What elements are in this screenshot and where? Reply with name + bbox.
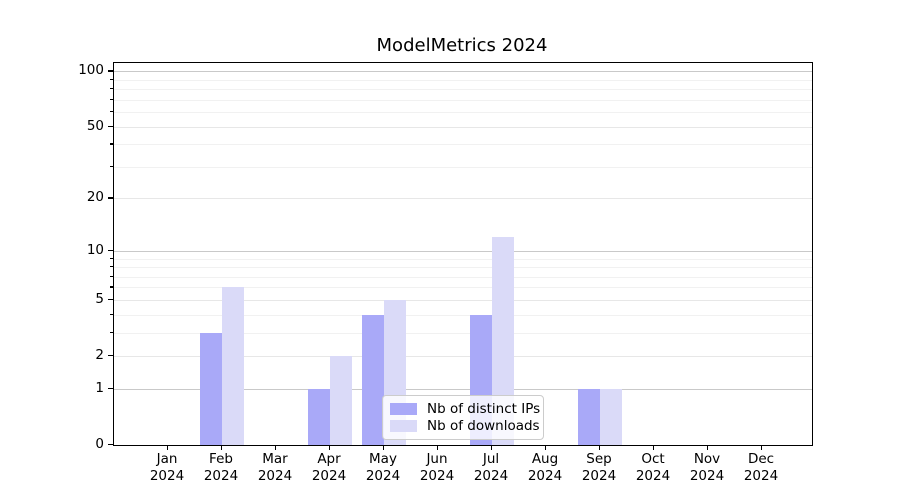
y-gridline-minor bbox=[114, 144, 812, 146]
x-tick-label: Nov 2024 bbox=[689, 451, 725, 484]
y-tick-label: 10 bbox=[86, 241, 104, 258]
y-tick-mark bbox=[108, 125, 113, 127]
y-tick-label: 2 bbox=[95, 347, 104, 364]
x-tick-label: Aug 2024 bbox=[527, 451, 563, 484]
legend-label: Nb of downloads bbox=[427, 418, 540, 434]
bar bbox=[330, 356, 352, 445]
x-tick-label: Oct 2024 bbox=[635, 451, 671, 484]
y-gridline bbox=[114, 126, 812, 128]
y-minor-tick-mark bbox=[110, 78, 113, 81]
chart-title: ModelMetrics 2024 bbox=[376, 35, 548, 56]
legend-label: Nb of distinct IPs bbox=[427, 401, 541, 417]
x-tick-label: Dec 2024 bbox=[743, 451, 779, 484]
y-gridline-minor bbox=[114, 79, 812, 81]
x-tick-mark bbox=[761, 445, 763, 450]
y-gridline-minor bbox=[114, 258, 812, 260]
y-gridline-major bbox=[114, 250, 812, 252]
y-gridline-minor bbox=[114, 314, 812, 316]
bar bbox=[600, 388, 622, 445]
x-tick-label: Jan 2024 bbox=[149, 451, 185, 484]
y-tick-mark bbox=[108, 355, 113, 357]
x-tick-mark bbox=[329, 445, 331, 450]
y-gridline-major bbox=[114, 71, 812, 73]
y-minor-tick-mark bbox=[110, 111, 113, 113]
y-tick-label: 50 bbox=[86, 117, 104, 134]
legend-item: Nb of downloads bbox=[390, 418, 540, 434]
y-tick-mark bbox=[108, 197, 113, 199]
x-tick-mark bbox=[599, 445, 601, 450]
bar bbox=[200, 332, 222, 445]
plot-area: Nb of distinct IPs Nb of downloads bbox=[113, 62, 813, 446]
y-gridline-minor bbox=[114, 112, 812, 114]
y-minor-tick-mark bbox=[110, 331, 113, 334]
y-tick-label: 20 bbox=[86, 189, 104, 206]
y-minor-tick-mark bbox=[110, 143, 113, 145]
x-tick-label: Mar 2024 bbox=[257, 451, 293, 484]
y-minor-tick-mark bbox=[110, 98, 113, 101]
x-tick-label: Sep 2024 bbox=[581, 451, 617, 484]
bar bbox=[308, 388, 330, 445]
y-minor-tick-mark bbox=[110, 266, 113, 268]
y-gridline-major bbox=[114, 388, 812, 390]
x-tick-mark bbox=[275, 445, 277, 450]
bar bbox=[578, 388, 600, 445]
y-tick-mark bbox=[108, 249, 113, 252]
y-gridline bbox=[114, 299, 812, 301]
y-minor-tick-mark bbox=[110, 313, 113, 315]
y-gridline-minor bbox=[114, 267, 812, 269]
y-minor-tick-mark bbox=[110, 286, 113, 288]
y-axis-labels: 0 1 2 5 10 20 50 100 bbox=[0, 62, 104, 451]
y-tick-mark bbox=[108, 387, 113, 390]
x-tick-mark bbox=[221, 445, 223, 450]
x-tick-mark bbox=[491, 445, 493, 450]
x-tick-label: Feb 2024 bbox=[203, 451, 239, 484]
y-tick-mark bbox=[108, 70, 113, 72]
y-gridline-minor bbox=[114, 89, 812, 91]
y-gridline bbox=[114, 198, 812, 200]
y-tick-mark bbox=[108, 298, 113, 301]
y-gridline bbox=[114, 356, 812, 358]
y-tick-mark bbox=[108, 444, 113, 446]
x-tick-mark bbox=[167, 445, 169, 450]
legend: Nb of distinct IPs Nb of downloads bbox=[382, 395, 544, 440]
y-minor-tick-mark bbox=[110, 257, 113, 259]
x-tick-mark bbox=[383, 445, 385, 450]
legend-swatch-distinct-ips bbox=[390, 403, 417, 415]
x-tick-mark bbox=[707, 445, 709, 450]
x-tick-label: Apr 2024 bbox=[311, 451, 347, 484]
y-minor-tick-mark bbox=[110, 275, 113, 277]
x-tick-label: Jul 2024 bbox=[473, 451, 509, 484]
y-minor-tick-mark bbox=[110, 165, 113, 168]
y-gridline-minor bbox=[114, 276, 812, 278]
x-tick-mark bbox=[653, 445, 655, 450]
y-tick-label: 1 bbox=[95, 379, 104, 396]
legend-item: Nb of distinct IPs bbox=[390, 401, 540, 417]
y-tick-label: 0 bbox=[95, 436, 104, 452]
y-minor-tick-mark bbox=[110, 88, 113, 90]
y-gridline-minor bbox=[114, 287, 812, 289]
x-tick-mark bbox=[545, 445, 547, 450]
legend-swatch-downloads bbox=[390, 420, 417, 432]
bar bbox=[362, 314, 384, 445]
y-tick-label: 5 bbox=[95, 290, 104, 307]
y-gridline-minor bbox=[114, 99, 812, 101]
x-tick-label: May 2024 bbox=[365, 451, 401, 484]
x-tick-mark bbox=[437, 445, 439, 450]
y-gridline-minor bbox=[114, 332, 812, 334]
bar bbox=[222, 287, 244, 445]
x-tick-label: Jun 2024 bbox=[419, 451, 455, 484]
y-gridline-minor bbox=[114, 166, 812, 168]
y-tick-label: 100 bbox=[78, 62, 104, 79]
bar bbox=[492, 237, 514, 445]
